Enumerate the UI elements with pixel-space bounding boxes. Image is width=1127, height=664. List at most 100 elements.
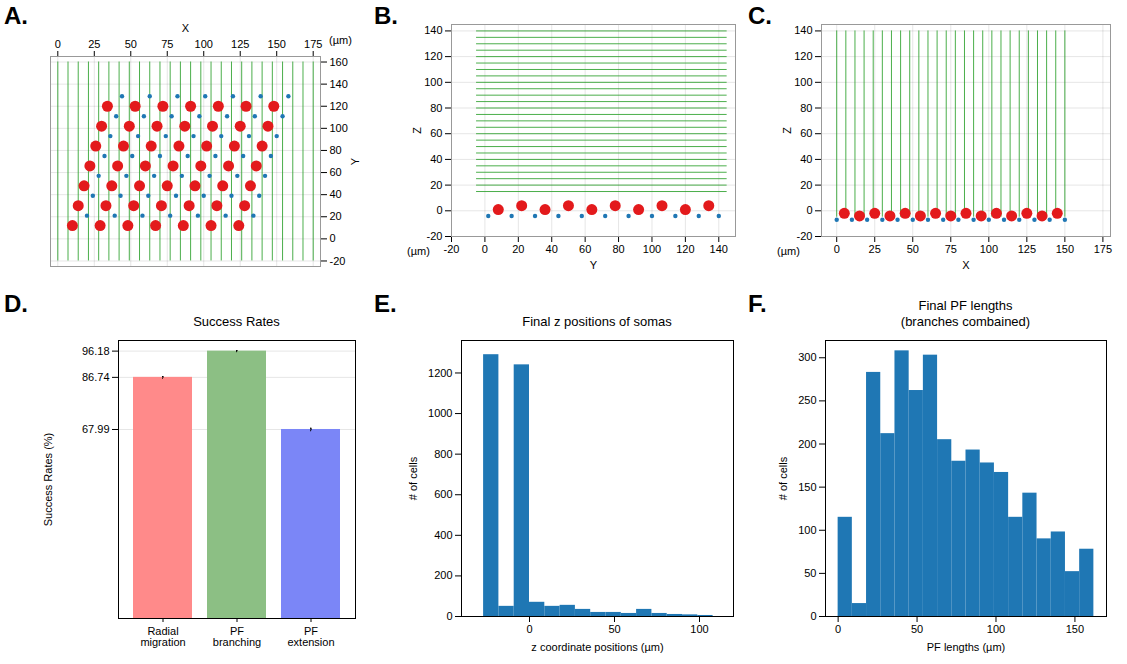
- html-text:F.: F.: [748, 290, 767, 317]
- svg-text:96.18: 96.18: [82, 345, 110, 357]
- svg-text:150: 150: [1066, 623, 1084, 635]
- svg-text:86.74: 86.74: [82, 371, 110, 383]
- svg-text:20: 20: [800, 179, 812, 191]
- svg-text:125: 125: [1018, 243, 1036, 255]
- svg-text:X: X: [962, 259, 970, 271]
- svg-text:80: 80: [800, 102, 812, 114]
- svg-text:100: 100: [195, 38, 213, 50]
- svg-text:1000: 1000: [428, 407, 452, 419]
- html-text:C.: C.: [748, 2, 772, 29]
- svg-text:60: 60: [330, 166, 342, 178]
- svg-text:80: 80: [430, 102, 442, 114]
- svg-text:0: 0: [526, 623, 532, 635]
- svg-text:800: 800: [434, 448, 452, 460]
- svg-text:Z: Z: [411, 127, 423, 134]
- svg-text:200: 200: [798, 438, 816, 450]
- html-text:Final PF lengths: Final PF lengths: [918, 298, 1013, 313]
- svg-text:300: 300: [798, 351, 816, 363]
- svg-text:400: 400: [434, 529, 452, 541]
- svg-text:120: 120: [676, 243, 694, 255]
- svg-text:z coordinate positions (µm): z coordinate positions (µm): [531, 641, 663, 653]
- svg-text:600: 600: [434, 488, 452, 500]
- svg-text:250: 250: [798, 394, 816, 406]
- html-text:A.: A.: [4, 2, 28, 29]
- svg-text:20: 20: [430, 179, 442, 191]
- svg-text:160: 160: [330, 56, 348, 68]
- svg-text:50: 50: [911, 623, 923, 635]
- html-text:Success Rates: Success Rates: [193, 314, 280, 329]
- svg-text:150: 150: [1056, 243, 1074, 255]
- svg-text:-20: -20: [444, 243, 460, 255]
- svg-text:# of cells: # of cells: [407, 456, 419, 500]
- svg-text:60: 60: [430, 127, 442, 139]
- svg-text:80: 80: [330, 144, 342, 156]
- svg-text:80: 80: [612, 243, 624, 255]
- svg-text:-20: -20: [797, 230, 813, 242]
- svg-text:# of cells: # of cells: [777, 456, 789, 500]
- svg-text:50: 50: [125, 38, 137, 50]
- svg-text:1200: 1200: [428, 366, 452, 378]
- svg-text:60: 60: [579, 243, 591, 255]
- svg-text:0: 0: [810, 610, 816, 622]
- svg-text:175: 175: [304, 38, 322, 50]
- svg-text:PFextension: PFextension: [287, 625, 334, 648]
- svg-text:Z: Z: [781, 127, 793, 134]
- svg-text:67.99: 67.99: [82, 423, 110, 435]
- svg-text:100: 100: [330, 122, 348, 134]
- svg-text:100: 100: [690, 623, 708, 635]
- svg-text:20: 20: [512, 243, 524, 255]
- svg-text:0: 0: [835, 623, 841, 635]
- svg-text:200: 200: [434, 569, 452, 581]
- svg-text:40: 40: [800, 153, 812, 165]
- svg-text:100: 100: [980, 243, 998, 255]
- svg-text:140: 140: [794, 24, 812, 36]
- svg-text:125: 125: [231, 38, 249, 50]
- svg-text:100: 100: [643, 243, 661, 255]
- svg-text:140: 140: [710, 243, 728, 255]
- svg-text:Y: Y: [349, 157, 361, 165]
- svg-text:100: 100: [794, 76, 812, 88]
- svg-text:-20: -20: [330, 254, 346, 266]
- svg-text:0: 0: [482, 243, 488, 255]
- svg-text:40: 40: [546, 243, 558, 255]
- svg-text:100: 100: [424, 76, 442, 88]
- svg-text:PF lengths (µm): PF lengths (µm): [927, 641, 1005, 653]
- svg-text:0: 0: [330, 232, 336, 244]
- svg-text:0: 0: [436, 204, 442, 216]
- svg-text:75: 75: [161, 38, 173, 50]
- svg-text:Success Rates (%): Success Rates (%): [42, 433, 54, 527]
- svg-text:150: 150: [798, 481, 816, 493]
- svg-text:-20: -20: [427, 230, 443, 242]
- svg-text:120: 120: [794, 50, 812, 62]
- svg-text:140: 140: [330, 78, 348, 90]
- svg-text:X: X: [182, 22, 190, 34]
- svg-text:PFbranching: PFbranching: [213, 625, 261, 648]
- svg-text:0: 0: [446, 610, 452, 622]
- svg-text:0: 0: [834, 243, 840, 255]
- svg-text:75: 75: [945, 243, 957, 255]
- svg-text:20: 20: [330, 210, 342, 222]
- svg-text:Radialmigration: Radialmigration: [140, 625, 185, 648]
- svg-text:40: 40: [430, 153, 442, 165]
- svg-text:60: 60: [800, 127, 812, 139]
- svg-text:25: 25: [869, 243, 881, 255]
- svg-text:100: 100: [798, 524, 816, 536]
- svg-text:25: 25: [88, 38, 100, 50]
- svg-text:0: 0: [55, 38, 61, 50]
- svg-text:50: 50: [907, 243, 919, 255]
- html-text:E.: E.: [374, 290, 397, 317]
- svg-text:120: 120: [424, 50, 442, 62]
- svg-text:50: 50: [608, 623, 620, 635]
- svg-text:0: 0: [806, 204, 812, 216]
- svg-text:40: 40: [330, 188, 342, 200]
- svg-text:Y: Y: [590, 259, 598, 271]
- html-text:Final z positions of somas: Final z positions of somas: [522, 314, 672, 329]
- svg-text:120: 120: [330, 100, 348, 112]
- html-text:B.: B.: [374, 2, 398, 29]
- svg-text:50: 50: [804, 567, 816, 579]
- html-text:D.: D.: [4, 290, 28, 317]
- svg-text:175: 175: [1094, 243, 1112, 255]
- svg-text:150: 150: [268, 38, 286, 50]
- svg-text:100: 100: [987, 623, 1005, 635]
- svg-text:140: 140: [424, 24, 442, 36]
